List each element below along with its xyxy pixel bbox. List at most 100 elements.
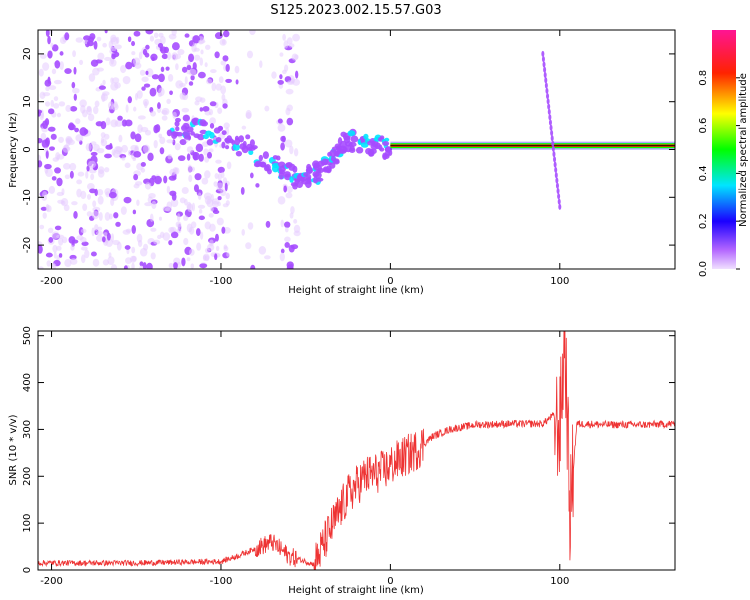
colorbar-label: Normalized spectral amplitude (738, 73, 749, 227)
x-tick-label: -200 (40, 576, 63, 587)
spectrogram-blob (90, 151, 98, 156)
y-tick-label: 200 (22, 467, 33, 486)
spectrogram-blob (209, 117, 216, 125)
spectrogram-blob (145, 44, 150, 50)
spectrogram-blob (91, 227, 95, 237)
x-tick-label: 100 (550, 576, 569, 587)
y-tick-label: 0 (22, 567, 33, 573)
spectrogram-blob (188, 68, 197, 77)
spectrogram-blob (93, 40, 98, 50)
spectrogram-blob (181, 125, 187, 132)
spectrogram-blob (253, 162, 261, 168)
spectrogram-blob (280, 219, 285, 228)
spectrogram-blob (96, 234, 104, 242)
spectrogram-blob (79, 99, 87, 108)
spectrogram-blob (216, 182, 224, 192)
spectrogram-blob (136, 199, 140, 206)
spectrogram-blob (131, 41, 136, 47)
spectrogram-blob (97, 169, 105, 178)
spectrogram-blob (144, 182, 152, 190)
spectrogram-blob (104, 153, 112, 159)
spectrogram-blob (76, 235, 84, 241)
spectrogram-blob (110, 264, 118, 269)
spectrogram-blob (102, 42, 107, 48)
spectrogram-blob (251, 145, 258, 150)
spectrogram-blob (158, 32, 164, 38)
spectrogram-blob (80, 246, 88, 251)
spectrogram-blob (69, 258, 78, 265)
spectrogram-blob (90, 173, 95, 181)
spectrogram-blob (205, 78, 213, 85)
spectrogram-blob (245, 134, 251, 140)
spectrogram-blob (105, 238, 113, 248)
spectrogram-blob (96, 36, 102, 42)
spectrogram-blob (166, 139, 174, 144)
spectrogram-blob (225, 63, 230, 72)
spectrogram-blob (191, 118, 198, 124)
spectrogram-blob (131, 262, 135, 269)
spectrogram-blob (45, 101, 51, 107)
spectrogram-blob (278, 166, 286, 173)
spectrogram-blob (132, 209, 137, 215)
spectrogram-blob (83, 35, 91, 42)
spectrogram-blob (61, 188, 65, 196)
spectrogram-blob (151, 74, 160, 80)
spectrogram-blob (183, 135, 191, 140)
spectrogram-blob (280, 142, 285, 151)
spectrogram-blob (80, 228, 87, 234)
spectrogram-blob (541, 56, 545, 63)
spectrogram-blob (86, 106, 93, 116)
spectrogram-blob (72, 50, 76, 58)
spectrogram-blob (224, 182, 228, 192)
spectrogram-blob (555, 182, 559, 189)
spectrogram-blob (86, 40, 94, 47)
spectrogram-blob (226, 252, 230, 257)
x-tick-label: 0 (387, 576, 393, 587)
spectrogram-blob (50, 42, 54, 48)
spectrogram-blob (97, 52, 105, 61)
spectrogram-blob (184, 76, 188, 85)
spectrogram-blob (131, 246, 136, 254)
spectrogram-blob (131, 225, 136, 234)
spectrogram-blob (98, 211, 103, 221)
spectrogram-blob (100, 136, 105, 144)
colorbar-tick-label: 0.2 (698, 213, 709, 229)
spectrogram-blob (550, 135, 554, 142)
spectrogram-blob (247, 222, 254, 230)
spectrogram-blob (161, 115, 168, 121)
spectrogram-blob (112, 239, 120, 246)
spectrogram-blob (250, 264, 256, 269)
spectrogram-blob (44, 163, 52, 170)
spectrogram-blob (197, 133, 205, 141)
spectrogram-blob (284, 236, 291, 243)
x-tick-label: -100 (210, 276, 233, 287)
spectrogram-blob (553, 156, 557, 163)
spectrogram-blob (171, 42, 180, 51)
spectrogram-blob (264, 105, 270, 112)
spectrogram-blob (157, 42, 164, 49)
spectrogram-blob (185, 126, 194, 133)
spectrogram-blob (249, 30, 256, 36)
spectrogram-blob (284, 139, 293, 148)
spectrogram-blob (56, 154, 65, 160)
snr-panel: -200 -100 0 100 0 100 200 300 400 500 Height of … (8, 326, 676, 596)
spectrogram-blob (546, 98, 550, 105)
spectrogram-blob (231, 140, 236, 146)
spectrogram-blob (47, 35, 51, 45)
spectrogram-blob (306, 163, 312, 171)
spectrogram-blob (127, 36, 132, 43)
spectrogram-blob (153, 139, 158, 149)
spectrogram-blob (72, 87, 80, 94)
spectrogram-blob (216, 217, 224, 226)
spectrogram-blob (165, 66, 170, 71)
spectrogram-blob (59, 51, 64, 56)
y-tick-label: -20 (22, 237, 33, 253)
spectrogram-blob (279, 252, 285, 262)
y-tick-label: 300 (22, 420, 33, 439)
spectrogram-blob (232, 143, 241, 151)
spectrogram-blob (115, 146, 123, 153)
spectrogram-blob (133, 183, 140, 189)
spectrogram-blob (192, 151, 200, 161)
spectrogram-blob (48, 185, 56, 194)
spectrogram-blob (177, 49, 185, 56)
